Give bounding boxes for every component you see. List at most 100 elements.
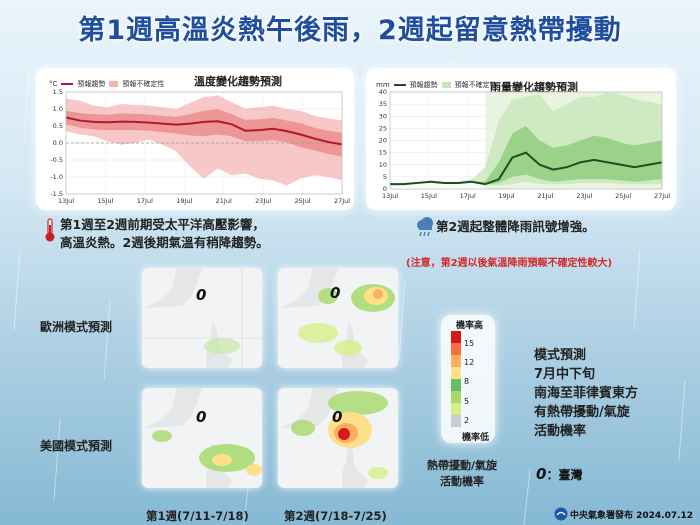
scale-tick-label: 2 bbox=[464, 415, 470, 425]
x-tick-label: 13Jul bbox=[382, 192, 398, 200]
map-ncep-week2: 0 bbox=[278, 388, 398, 488]
y-tick-label: 1.5 bbox=[53, 88, 63, 96]
x-tick-label: 17Jul bbox=[460, 192, 476, 200]
y-tick-label: 5 bbox=[383, 173, 387, 181]
rain-legend-uncertainty: 預報不確定性 bbox=[454, 81, 497, 89]
rain-legend-trend: 預報趨勢 bbox=[409, 81, 438, 89]
taiwan-marker: 0 bbox=[332, 408, 343, 426]
y-tick-label: 30 bbox=[379, 112, 387, 120]
temp-legend-trend: 預報趨勢 bbox=[77, 80, 106, 88]
ecmwf-week1-map-art bbox=[142, 268, 262, 368]
ncep-week2-map-art bbox=[278, 388, 388, 488]
trend-line bbox=[390, 151, 663, 186]
temperature-legend: °C 預報趨勢 預報不確定性 bbox=[49, 79, 164, 89]
uncertainty-warning: (注意，第2週以後氣溫降雨預報不確定性較大) bbox=[406, 258, 613, 269]
scale-color-box bbox=[451, 355, 461, 367]
x-tick-label: 21Jul bbox=[216, 197, 232, 205]
scale-color-box bbox=[451, 403, 461, 415]
temperature-chart-title: 溫度變化趨勢預測 bbox=[194, 75, 282, 88]
column-label-week1: 第1週(7/11-7/18) bbox=[146, 509, 249, 523]
taiwan-marker: 0 bbox=[196, 286, 207, 304]
y-tick-label: 0 bbox=[383, 185, 387, 193]
x-tick-label: 25Jul bbox=[615, 192, 631, 200]
scale-tick-label: 12 bbox=[464, 358, 475, 368]
scale-label-high: 機率高 bbox=[456, 321, 484, 331]
probability-legend-caption: 熱帶擾動/氣旋 活動機率 bbox=[426, 459, 498, 488]
y-tick-label: 1.0 bbox=[53, 105, 63, 113]
plot-frame bbox=[389, 91, 663, 190]
y-tick-label: -1.5 bbox=[50, 190, 63, 198]
y-tick-label: -0.5 bbox=[50, 156, 63, 164]
map-ecmwf-week1: 0 bbox=[142, 268, 262, 368]
x-tick-label: 21Jul bbox=[537, 192, 553, 200]
scale-color-box bbox=[451, 415, 461, 427]
map-ecmwf-week2: 0 bbox=[278, 268, 398, 368]
scale-color-box bbox=[451, 379, 461, 391]
x-tick-label: 19Jul bbox=[176, 197, 192, 205]
y-tick-label: 35 bbox=[379, 100, 387, 108]
scale-tick-label: 5 bbox=[464, 396, 470, 406]
x-tick-label: 15Jul bbox=[97, 197, 113, 205]
x-tick-label: 15Jul bbox=[421, 192, 437, 200]
taiwan-legend-text: ：臺灣 bbox=[546, 468, 583, 482]
temperature-note: 第1週至2週前期受太平洋高壓影響， 高溫炎熱。2週後期氣溫有稍降趨勢。 bbox=[60, 217, 269, 250]
rainfall-note: 第2週起整體降雨訊號增強。 bbox=[436, 219, 595, 234]
y-tick-label: 40 bbox=[379, 88, 387, 96]
ecmwf-week2-map-art bbox=[278, 268, 395, 368]
cwa-logo-icon bbox=[554, 507, 568, 521]
x-tick-label: 23Jul bbox=[576, 192, 592, 200]
plot-frame bbox=[65, 91, 343, 195]
scale-color-box bbox=[451, 367, 461, 379]
model-forecast-summary: 模式預測 7月中下旬 南海至菲律賓東方 有熱帶擾動/氣旋 活動機率 bbox=[534, 348, 639, 439]
taiwan-marker: 0 bbox=[330, 284, 341, 302]
rainfall-legend: mm 預報趨勢 預報不確定性 bbox=[376, 80, 497, 90]
trend-line-swatch bbox=[61, 83, 74, 85]
trend-line-swatch bbox=[393, 84, 406, 86]
taiwan-marker: 0 bbox=[196, 408, 207, 426]
scale-tick-label: 15 bbox=[464, 339, 475, 348]
temp-legend-unit: °C bbox=[49, 80, 58, 88]
footer-publisher: 中央氣象署發布 2024.07.12 bbox=[570, 511, 694, 521]
column-label-week2: 第2週(7/18-7/25) bbox=[284, 509, 387, 523]
y-tick-label: 10 bbox=[379, 161, 387, 169]
uncertainty-swatch bbox=[109, 81, 119, 87]
y-tick-label: 0.5 bbox=[53, 122, 63, 130]
x-tick-label: 13Jul bbox=[58, 197, 74, 205]
scale-tick-label: 8 bbox=[464, 377, 470, 387]
scale-color-box bbox=[451, 343, 461, 355]
scale-color-box bbox=[451, 331, 461, 343]
x-tick-label: 19Jul bbox=[499, 192, 515, 200]
x-tick-label: 27Jul bbox=[654, 192, 670, 200]
rain-legend-unit: mm bbox=[376, 81, 390, 89]
rainfall-chart-panel: mm 預報趨勢 預報不確定性 雨量變化趨勢預測 40 35 30 25 20 15 10 5 0… bbox=[366, 68, 676, 210]
uncertainty-band-inner bbox=[390, 125, 662, 185]
thermometer-icon bbox=[45, 218, 55, 242]
x-tick-label: 27Jul bbox=[334, 197, 350, 205]
y-tick-label: 0.0 bbox=[53, 139, 63, 147]
trend-line bbox=[65, 116, 343, 146]
temperature-chart-panel: °C 預報趨勢 預報不確定性 溫度變化趨勢預測 1.5 1.0 0.5 0.0 -0.5… bbox=[36, 68, 354, 210]
taiwan-legend: 0：臺灣 bbox=[536, 465, 582, 483]
probability-scale-panel bbox=[441, 315, 495, 443]
uncertainty-band-inner bbox=[66, 109, 342, 157]
scale-color-box bbox=[451, 391, 461, 403]
temp-legend-uncertainty: 預報不確定性 bbox=[122, 80, 165, 88]
map-ncep-week1: 0 bbox=[142, 388, 262, 488]
page-title: 第1週高溫炎熱午後雨，2週起留意熱帶擾動 bbox=[78, 15, 622, 46]
row-label-ncep: 美國模式預測 bbox=[40, 439, 113, 453]
x-tick-label: 17Jul bbox=[137, 197, 153, 205]
y-tick-label: -1.0 bbox=[50, 173, 63, 181]
scale-label-low: 機率低 bbox=[462, 433, 490, 443]
ncep-week1-map-art bbox=[142, 388, 262, 488]
y-tick-label: 25 bbox=[379, 124, 387, 132]
uncertainty-swatch bbox=[441, 82, 451, 88]
x-tick-label: 25Jul bbox=[295, 197, 311, 205]
y-tick-label: 15 bbox=[379, 149, 387, 157]
rainfall-chart-title: 雨量變化趨勢預測 bbox=[490, 81, 578, 94]
taiwan-marker: 0 bbox=[536, 465, 547, 483]
x-tick-label: 23Jul bbox=[255, 197, 271, 205]
rain-cloud-icon bbox=[417, 217, 433, 237]
row-label-ecmwf: 歐洲模式預測 bbox=[40, 320, 113, 334]
